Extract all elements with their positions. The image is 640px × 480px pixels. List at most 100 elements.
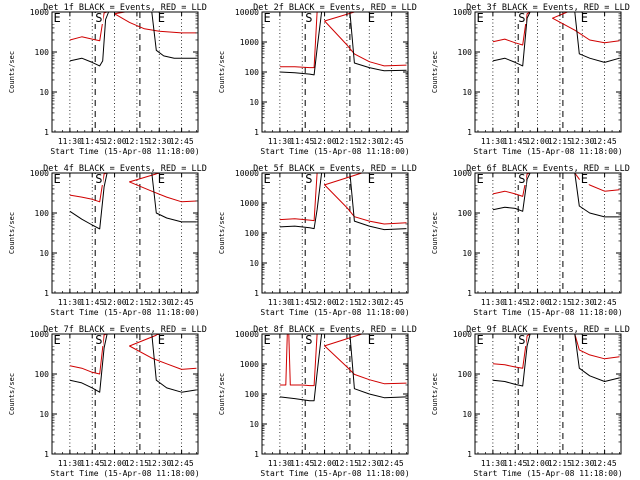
y-tick-label: 1 (467, 289, 472, 298)
x-tick-label: 12:15 (548, 137, 572, 146)
x-tick-label: 11:30 (58, 137, 82, 146)
y-tick-label: 10 (462, 410, 472, 419)
marker-letter: E (581, 333, 588, 347)
series-events-line (69, 333, 197, 393)
marker-letter: E (581, 11, 588, 25)
marker-letter-background (366, 13, 376, 24)
marker-letter-background (304, 335, 314, 346)
x-axis-label: Start Time (15-Apr-08 11:18:00) (50, 308, 199, 317)
marker-letter-background (579, 13, 589, 24)
series-lld-line (69, 172, 197, 203)
x-tick-label: 11:45 (80, 298, 104, 307)
y-tick-label: 100 (245, 390, 260, 399)
panel-title: Det 3f BLACK = Events, RED = LLD (466, 3, 630, 13)
x-tick-label: 12:30 (147, 459, 171, 468)
panel-det-5: Det 5f BLACK = Events, RED = LLD Counts/s… (218, 164, 417, 317)
marker-letter: E (263, 11, 270, 25)
y-tick-label: 100 (458, 370, 473, 379)
y-tick-label: 1000 (240, 360, 259, 369)
panel-det-2: Det 2f BLACK = Events, RED = LLD Counts/s… (218, 3, 417, 156)
x-tick-label: 12:45 (170, 137, 194, 146)
x-axis-label: Start Time (15-Apr-08 11:18:00) (473, 469, 622, 478)
panel-det-1: Det 1f BLACK = Events, RED = LLD Counts/s… (8, 3, 207, 156)
marker-letter-background (517, 13, 527, 24)
x-tick-label: 11:45 (80, 459, 104, 468)
plot-frame (51, 172, 199, 294)
marker-letter: E (53, 172, 60, 186)
marker-letter: E (368, 172, 375, 186)
panel-det-8: Det 8f BLACK = Events, RED = LLD Counts/s… (218, 325, 417, 478)
x-tick-label: 12:15 (125, 298, 149, 307)
panel-det-6: Det 6f BLACK = Events, RED = LLD Counts/s… (431, 164, 630, 317)
marker-letter-background (52, 174, 62, 185)
marker-letter: E (158, 172, 165, 186)
y-tick-label: 10 (462, 88, 472, 97)
marker-letter-background (52, 13, 62, 24)
series-events-line (492, 172, 620, 218)
x-tick-label: 12:15 (335, 298, 359, 307)
y-tick-label: 100 (35, 370, 50, 379)
y-tick-label: 1 (467, 450, 472, 459)
y-tick-label: 100 (458, 209, 473, 218)
y-tick-label: 10000 (235, 8, 259, 17)
x-tick-label: 12:15 (125, 137, 149, 146)
marker-letter-background (517, 174, 527, 185)
x-tick-label: 12:45 (593, 459, 617, 468)
x-tick-label: 12:45 (170, 459, 194, 468)
marker-letter: S (305, 172, 312, 186)
x-tick-label: 12:00 (103, 137, 127, 146)
marker-letter: E (581, 172, 588, 186)
x-tick-label: 12:00 (526, 298, 550, 307)
x-tick-label: 11:30 (481, 298, 505, 307)
panel-title: Det 5f BLACK = Events, RED = LLD (253, 164, 417, 174)
x-tick-label: 12:30 (570, 459, 594, 468)
x-tick-label: 12:30 (147, 298, 171, 307)
marker-letter: E (476, 172, 483, 186)
y-tick-label: 1000 (30, 8, 49, 17)
panel-det-4: Det 4f BLACK = Events, RED = LLD Counts/s… (8, 164, 207, 317)
x-tick-label: 11:45 (290, 459, 314, 468)
marker-letter: S (518, 172, 525, 186)
series-lld-line (279, 333, 407, 387)
y-tick-label: 1000 (453, 330, 472, 339)
marker-letter-background (579, 335, 589, 346)
marker-letter: S (305, 333, 312, 347)
marker-letter-background (94, 13, 104, 24)
x-tick-label: 11:45 (503, 137, 527, 146)
series-lld-line (69, 333, 197, 375)
marker-letter-background (304, 13, 314, 24)
y-tick-label: 100 (245, 229, 260, 238)
plot-frame (474, 11, 622, 133)
marker-letter-background (517, 335, 527, 346)
y-tick-label: 1000 (453, 8, 472, 17)
marker-letter-background (579, 174, 589, 185)
y-axis-label: Counts/sec (218, 373, 226, 415)
y-tick-label: 1 (254, 289, 259, 298)
y-tick-label: 100 (458, 48, 473, 57)
x-tick-label: 12:00 (313, 298, 337, 307)
marker-letter: S (518, 333, 525, 347)
marker-letter: S (95, 333, 102, 347)
marker-letter: E (368, 333, 375, 347)
y-tick-label: 10 (249, 98, 259, 107)
y-axis-label: Counts/sec (218, 51, 226, 93)
x-tick-label: 12:00 (526, 459, 550, 468)
x-tick-label: 12:00 (313, 459, 337, 468)
marker-letter: S (95, 172, 102, 186)
y-tick-label: 100 (245, 68, 260, 77)
y-tick-label: 1 (467, 128, 472, 137)
x-tick-label: 11:45 (80, 137, 104, 146)
x-axis-label: Start Time (15-Apr-08 11:18:00) (260, 469, 409, 478)
y-tick-label: 10 (39, 410, 49, 419)
x-tick-label: 12:30 (570, 137, 594, 146)
marker-letter-background (475, 335, 485, 346)
y-axis-label: Counts/sec (431, 373, 439, 415)
series-lld-line (492, 333, 620, 369)
marker-letter-background (156, 335, 166, 346)
panel-title: Det 4f BLACK = Events, RED = LLD (43, 164, 207, 174)
marker-letter: E (476, 11, 483, 25)
series-lld-line (492, 172, 620, 197)
x-tick-label: 12:30 (570, 298, 594, 307)
series-events-line (492, 333, 620, 387)
series-lld-line (279, 11, 407, 69)
